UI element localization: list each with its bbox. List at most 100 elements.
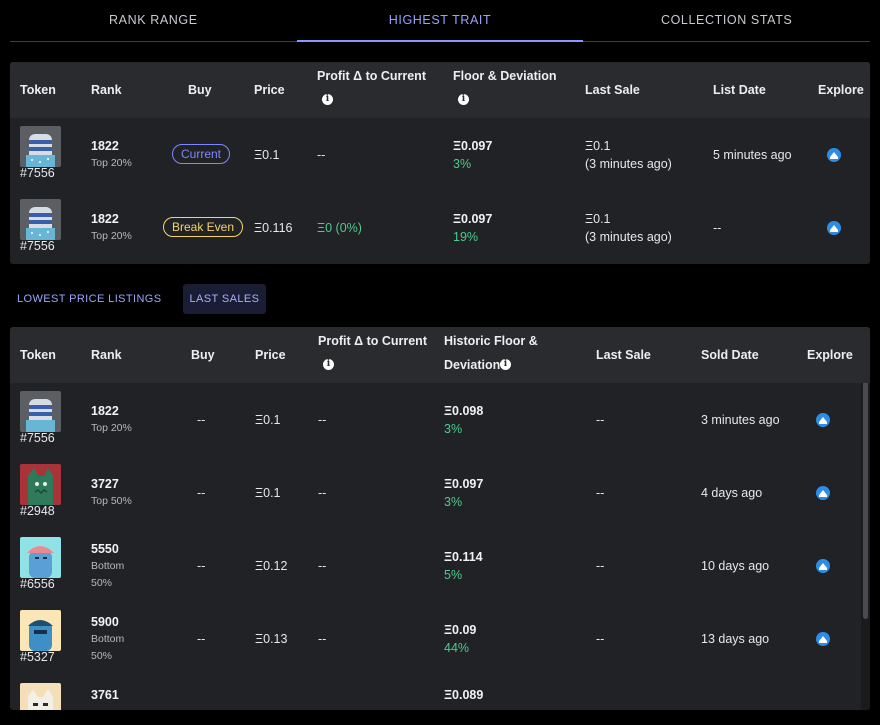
header-buy: Buy xyxy=(188,83,212,97)
tab-highest-trait[interactable]: HIGHEST TRAIT xyxy=(296,0,584,42)
table-row: #7556 1822 Top 20% Break Even Ξ0.116 Ξ0 … xyxy=(10,191,870,264)
token-thumbnail[interactable] xyxy=(20,610,61,651)
header-last-sale: Last Sale xyxy=(596,348,651,362)
rank-value: 1822 xyxy=(91,212,119,226)
info-icon[interactable]: i xyxy=(322,94,333,105)
table-row: #7556 1822 Top 20% -- Ξ0.1 -- Ξ0.098 3% … xyxy=(10,383,870,456)
table-row: #2948 3727 Top 50% -- Ξ0.1 -- Ξ0.097 3% … xyxy=(10,456,870,529)
token-thumbnail[interactable] xyxy=(20,391,61,432)
profit-value: Ξ0 (0%) xyxy=(317,221,362,235)
header-price: Price xyxy=(254,83,285,97)
current-badge[interactable]: Current xyxy=(172,144,231,164)
header-price: Price xyxy=(255,348,286,362)
table-row: #5327 5900 Bottom 50% -- Ξ0.13 -- Ξ0.09 … xyxy=(10,602,870,675)
header-explore: Explore xyxy=(807,348,853,362)
header-explore: Explore xyxy=(818,83,864,97)
header-last-sale: Last Sale xyxy=(585,83,640,97)
price-value: Ξ0.116 xyxy=(254,221,293,235)
header-profit: Profit Δ to Current xyxy=(318,334,427,348)
table-header: Token Rank Buy Price Profit Δ to Current… xyxy=(10,327,870,383)
rank-percentile: Top 20% xyxy=(91,157,132,169)
token-thumbnail[interactable] xyxy=(20,464,61,505)
token-id[interactable]: #7556 xyxy=(20,431,55,445)
table-row: #7556 1822 Top 20% Current Ξ0.1 -- Ξ0.09… xyxy=(10,118,870,191)
token-id[interactable]: #7556 xyxy=(20,239,55,253)
floor-value: Ξ0.098 xyxy=(444,404,484,418)
tab-last-sales[interactable]: LAST SALES xyxy=(182,284,267,314)
opensea-icon[interactable] xyxy=(816,559,830,573)
rank-value: 3761 xyxy=(91,688,119,702)
header-rank: Rank xyxy=(91,83,122,97)
list-date-value: -- xyxy=(713,221,722,235)
last-sale-price: Ξ0.1 xyxy=(585,212,611,226)
sales-tabs: LOWEST PRICE LISTINGS LAST SALES xyxy=(10,284,267,314)
header-sold-date: Sold Date xyxy=(701,348,759,362)
token-id[interactable]: #2948 xyxy=(20,504,55,518)
info-icon[interactable]: i xyxy=(323,359,334,370)
header-profit: Profit Δ to Current xyxy=(317,69,426,83)
price-value: Ξ0.1 xyxy=(255,486,281,500)
last-sale-value: -- xyxy=(596,632,605,646)
token-image xyxy=(20,391,61,432)
last-sale-price: Ξ0.1 xyxy=(585,139,611,153)
opensea-icon[interactable] xyxy=(816,486,830,500)
price-value: Ξ0.1 xyxy=(254,148,280,162)
table-row: 3761 Ξ0.089 xyxy=(10,675,870,710)
floor-value: Ξ0.097 xyxy=(453,139,493,153)
rank-percentile-line1: Bottom xyxy=(91,633,125,645)
break-even-badge[interactable]: Break Even xyxy=(163,217,244,237)
opensea-icon[interactable] xyxy=(816,632,830,646)
rank-value: 1822 xyxy=(91,404,119,418)
price-value: Ξ0.1 xyxy=(255,413,281,427)
deviation-value: 44% xyxy=(444,641,470,655)
sold-date-value: 10 days ago xyxy=(701,559,770,573)
last-sale-value: -- xyxy=(596,486,605,500)
info-icon[interactable]: i xyxy=(458,94,469,105)
buy-value: -- xyxy=(197,632,206,646)
listings-table: Token Rank Buy Price Profit Δ to Current… xyxy=(10,62,870,264)
last-sale-time: (3 minutes ago) xyxy=(585,157,672,171)
scrollbar-thumb[interactable] xyxy=(863,329,868,619)
rank-percentile-line1: Bottom xyxy=(91,560,125,572)
token-thumbnail[interactable] xyxy=(20,199,61,240)
sales-table: Token Rank Buy Price Profit Δ to Current… xyxy=(10,327,870,710)
deviation-value: 5% xyxy=(444,568,463,582)
opensea-icon[interactable] xyxy=(816,413,830,427)
token-image xyxy=(20,126,61,167)
deviation-value: 3% xyxy=(444,495,463,509)
rank-percentile-line2: 50% xyxy=(91,577,113,589)
tab-lowest-price-listings[interactable]: LOWEST PRICE LISTINGS xyxy=(17,293,162,305)
table-row: #6556 5550 Bottom 50% -- Ξ0.12 -- Ξ0.114… xyxy=(10,529,870,602)
buy-value: -- xyxy=(197,413,206,427)
token-id[interactable]: #5327 xyxy=(20,650,55,664)
price-value: Ξ0.13 xyxy=(255,632,288,646)
opensea-icon[interactable] xyxy=(827,221,841,235)
profit-value: -- xyxy=(318,559,327,573)
token-thumbnail[interactable] xyxy=(20,126,61,167)
header-rank: Rank xyxy=(91,348,122,362)
header-floor: Floor & Deviation xyxy=(453,69,557,83)
list-date-value: 5 minutes ago xyxy=(713,148,792,162)
floor-value: Ξ0.097 xyxy=(453,212,493,226)
token-id[interactable]: #7556 xyxy=(20,166,55,180)
token-id[interactable]: #6556 xyxy=(20,577,55,591)
header-token: Token xyxy=(20,348,56,362)
sold-date-value: 4 days ago xyxy=(701,486,763,500)
table-header: Token Rank Buy Price Profit Δ to Current… xyxy=(10,62,870,118)
tab-rank-range[interactable]: RANK RANGE xyxy=(109,13,198,27)
profit-value: -- xyxy=(318,413,327,427)
view-tabs: RANK RANGE HIGHEST TRAIT COLLECTION STAT… xyxy=(10,0,870,42)
deviation-value: 3% xyxy=(453,157,472,171)
tab-collection-stats[interactable]: COLLECTION STATS xyxy=(660,13,793,27)
token-thumbnail[interactable] xyxy=(20,683,61,710)
scrollbar-track[interactable] xyxy=(861,327,870,710)
token-image xyxy=(20,464,61,505)
token-thumbnail[interactable] xyxy=(20,537,61,578)
rank-percentile-line2: 50% xyxy=(91,650,113,662)
info-icon[interactable]: i xyxy=(500,359,511,370)
rank-value: 5900 xyxy=(91,615,119,629)
floor-value: Ξ0.089 xyxy=(444,688,484,702)
opensea-icon[interactable] xyxy=(827,148,841,162)
header-floor-line2: Deviation xyxy=(444,358,501,372)
buy-value: -- xyxy=(197,559,206,573)
